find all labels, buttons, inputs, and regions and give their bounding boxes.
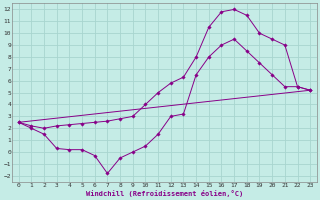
X-axis label: Windchill (Refroidissement éolien,°C): Windchill (Refroidissement éolien,°C) — [86, 190, 243, 197]
